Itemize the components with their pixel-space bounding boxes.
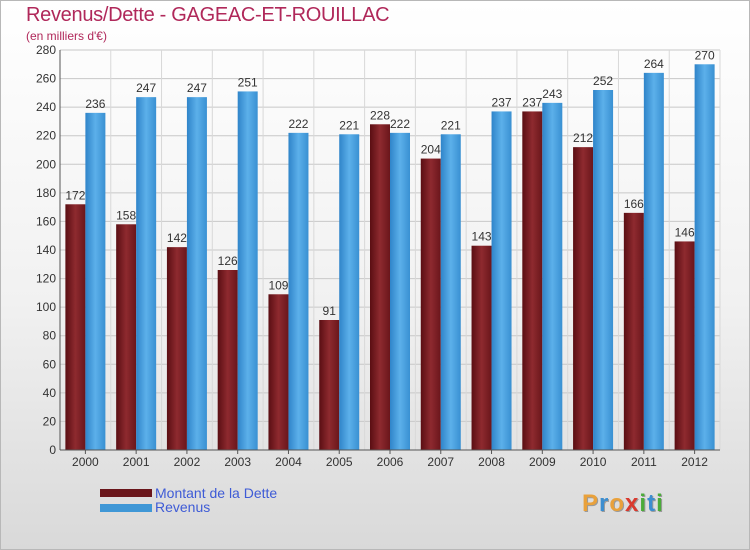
x-tick-label: 2002 [174,455,201,469]
data-label-revenue: 243 [542,87,562,101]
bar-revenue [288,132,309,450]
bar-debt [65,204,86,450]
y-tick-label: 160 [36,214,56,228]
bar-debt [116,224,137,450]
data-label-revenue: 236 [85,97,105,111]
data-labels: 1722361582471422471262511092229122122822… [65,48,715,318]
bars [65,64,715,451]
y-tick-label: 260 [36,72,56,86]
bar-debt [674,241,695,450]
data-label-debt: 212 [573,131,593,145]
legend-label-revenue: Revenus [155,499,211,515]
y-tick-label: 0 [49,443,56,457]
y-tick-label: 100 [36,300,56,314]
x-tick-label: 2004 [275,455,302,469]
bar-revenue [440,134,461,451]
y-tick-label: 240 [36,100,56,114]
x-tick-label: 2009 [529,455,556,469]
data-label-debt: 228 [370,108,390,122]
data-label-revenue: 252 [593,74,613,88]
data-label-debt: 91 [323,304,337,318]
logo-letter: i [656,490,664,517]
data-label-revenue: 247 [136,81,156,95]
data-label-debt: 109 [268,278,288,292]
y-tick-label: 80 [43,329,57,343]
y-tick-label: 40 [43,386,57,400]
bar-revenue [85,112,106,450]
logo-letter: P [582,490,600,517]
bar-debt [268,294,289,450]
bar-debt [319,320,340,450]
bar-revenue [542,102,563,450]
data-label-revenue: 264 [644,57,664,71]
data-label-revenue: 251 [238,75,258,89]
data-label-debt: 126 [218,254,238,268]
bar-revenue [237,91,258,450]
bar-debt [623,212,644,450]
legend-swatch-debt [100,489,152,497]
x-tick-label: 2005 [326,455,353,469]
bar-debt [522,111,543,450]
x-tick-label: 2000 [72,455,99,469]
bar-revenue [186,97,207,451]
logo-letter: r [599,490,610,517]
data-label-revenue: 221 [339,118,359,132]
bar-revenue [390,132,410,450]
y-tick-label: 220 [36,129,56,143]
bar-debt [573,147,594,450]
x-tick-label: 2011 [631,455,657,469]
bar-debt [420,158,441,451]
y-tick-label: 140 [36,243,56,257]
legend-swatch-revenue [100,504,152,512]
data-label-debt: 172 [65,188,85,202]
x-tick-label: 2008 [478,455,505,469]
x-tick-label: 2012 [681,455,708,469]
bar-debt [217,270,238,450]
data-label-debt: 143 [472,230,492,244]
y-tick-label: 280 [36,43,56,57]
chart-subtitle: (en milliers d'€) [26,29,107,43]
x-tick-label: 2003 [224,455,251,469]
data-label-revenue: 222 [288,117,308,131]
bar-debt [370,124,390,451]
legend-label-debt: Montant de la Dette [155,485,278,501]
data-label-revenue: 237 [492,95,512,109]
x-tick-label: 2010 [580,455,607,469]
bar-debt [471,245,492,450]
data-label-revenue: 247 [187,81,207,95]
y-tick-label: 60 [43,357,57,371]
bar-revenue [339,134,360,451]
data-label-revenue: 221 [441,118,461,132]
logo-letter: t [647,490,657,517]
bar-revenue [643,72,664,450]
data-label-revenue: 222 [390,117,410,131]
x-tick-label: 2007 [427,455,454,469]
y-tick-label: 180 [36,186,56,200]
y-tick-label: 200 [36,157,56,171]
bar-revenue [136,97,157,451]
chart-title: Revenus/Dette - GAGEAC-ET-ROUILLAC [26,4,390,26]
logo-letter: x [625,490,640,517]
data-label-revenue: 270 [695,48,715,62]
y-tick-label: 20 [43,414,57,428]
bar-debt [166,247,187,450]
logo-letter: o [609,490,626,517]
data-label-debt: 166 [624,197,644,211]
bar-revenue [491,111,512,450]
y-tick-label: 120 [36,272,56,286]
x-tick-label: 2001 [123,455,150,469]
proxiti-logo: Proxiti [582,490,664,518]
x-tick-label: 2006 [377,455,404,469]
bar-revenue [593,90,614,450]
bar-revenue [694,64,715,451]
data-label-debt: 158 [116,208,136,222]
data-label-debt: 146 [675,225,695,239]
data-label-debt: 237 [522,95,542,109]
axes: 0 20 40 60 80 100 120 140 160 180 200 220 240 260 280 2… [36,43,720,469]
logo-letter: i [639,490,648,517]
data-label-debt: 142 [167,231,187,245]
data-label-debt: 204 [421,143,441,157]
